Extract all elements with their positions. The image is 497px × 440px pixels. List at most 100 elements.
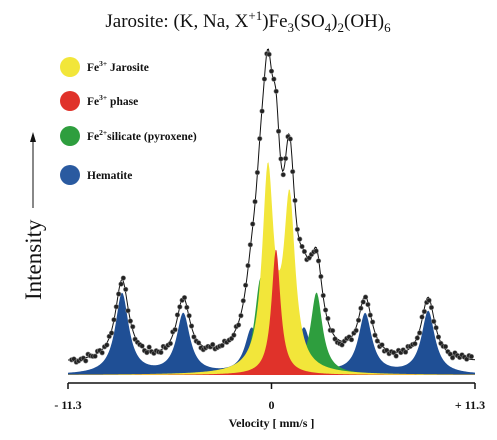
- data-point: [468, 353, 475, 360]
- data-point: [372, 332, 378, 338]
- data-point: [146, 344, 152, 350]
- data-point: [283, 155, 289, 162]
- data-point: [280, 172, 286, 178]
- data-point: [104, 342, 110, 348]
- data-point: [130, 324, 136, 330]
- data-point: [174, 312, 181, 318]
- data-point: [181, 295, 188, 301]
- x-tick-label-right: + 11.3: [455, 398, 485, 412]
- data-point: [339, 342, 345, 348]
- data-point: [367, 312, 373, 318]
- data-point: [447, 351, 453, 357]
- data-point: [426, 297, 432, 303]
- data-point: [238, 313, 244, 319]
- data-point: [299, 243, 305, 250]
- data-point: [113, 304, 119, 310]
- data-point: [292, 197, 298, 204]
- data-point: [464, 356, 470, 362]
- data-point: [431, 318, 437, 324]
- data-point: [120, 275, 126, 281]
- x-axis: - 11.3 0 + 11.3 Velocity [ mm/s ]: [54, 382, 485, 430]
- data-point: [393, 353, 399, 359]
- data-point: [261, 76, 268, 82]
- data-point: [402, 349, 409, 355]
- component-area-3: [68, 249, 475, 375]
- component-area-0: [68, 292, 475, 375]
- data-point: [362, 294, 369, 300]
- legend-label-pyroxene: Fe2+silicate (pyroxene): [87, 128, 197, 143]
- data-point: [123, 286, 129, 292]
- data-point: [240, 298, 246, 304]
- data-point: [118, 281, 124, 287]
- data-point: [219, 342, 225, 349]
- data-point: [435, 334, 442, 340]
- data-point: [273, 88, 279, 94]
- legend-item-hematite: Hematite: [60, 165, 132, 185]
- data-point: [322, 307, 329, 313]
- data-point: [353, 327, 359, 334]
- data-point: [360, 299, 366, 305]
- x-tick-label-zero: 0: [269, 398, 275, 412]
- data-point: [245, 262, 251, 269]
- data-point: [449, 355, 456, 361]
- data-point: [99, 350, 105, 356]
- data-point: [379, 342, 385, 348]
- data-point: [442, 344, 449, 350]
- data-point: [108, 330, 115, 336]
- data-point: [287, 136, 293, 142]
- data-point: [275, 128, 282, 134]
- data-point: [421, 308, 427, 315]
- data-point: [320, 292, 326, 299]
- data-point: [144, 349, 150, 356]
- data-point: [116, 291, 122, 297]
- x-axis-label: Velocity [ mm/s ]: [229, 416, 315, 430]
- data-point: [127, 318, 133, 324]
- data-point: [358, 305, 364, 311]
- data-point: [247, 242, 253, 248]
- legend-item-pyroxene: Fe2+silicate (pyroxene): [60, 126, 197, 146]
- data-point: [330, 328, 336, 334]
- data-point: [290, 168, 296, 175]
- data-point: [294, 226, 300, 233]
- y-axis-label-group: Intensity: [21, 132, 46, 300]
- data-point: [188, 323, 195, 329]
- data-point: [370, 319, 376, 325]
- data-point: [196, 340, 202, 346]
- data-point: [184, 304, 190, 311]
- y-arrow-head: [30, 132, 36, 142]
- data-point: [417, 330, 423, 336]
- data-point: [139, 343, 145, 349]
- data-point: [419, 314, 425, 320]
- data-point: [250, 221, 256, 227]
- data-point: [243, 282, 249, 288]
- data-point: [125, 308, 131, 314]
- legend-label-jarosite: Fe3+ Jarosite: [87, 59, 149, 74]
- legend-swatch-fe3-phase: [60, 91, 80, 111]
- data-point: [374, 338, 380, 344]
- y-axis-label: Intensity: [21, 219, 46, 300]
- data-point: [301, 248, 308, 255]
- data-point: [83, 358, 89, 364]
- data-point: [297, 236, 303, 242]
- data-point: [414, 335, 420, 341]
- legend-label-fe3-phase: Fe3+ phase: [87, 93, 138, 108]
- data-point: [111, 317, 117, 323]
- legend-item-jarosite: Fe3+ Jarosite: [60, 57, 149, 77]
- data-point: [315, 258, 322, 264]
- data-points: [68, 51, 475, 365]
- data-point: [210, 341, 216, 348]
- legend-swatch-hematite: [60, 165, 80, 185]
- data-point: [266, 51, 272, 57]
- data-point: [235, 322, 242, 328]
- data-point: [428, 304, 435, 311]
- data-point: [186, 313, 192, 319]
- data-point: [177, 304, 183, 310]
- data-point: [92, 353, 98, 359]
- data-point: [355, 317, 362, 323]
- data-point: [257, 136, 263, 142]
- component-area-2: [68, 162, 475, 375]
- data-point: [325, 315, 331, 322]
- data-point: [252, 199, 258, 205]
- legend: Fe3+ Jarosite Fe3+ phase Fe2+silicate (p…: [60, 57, 197, 185]
